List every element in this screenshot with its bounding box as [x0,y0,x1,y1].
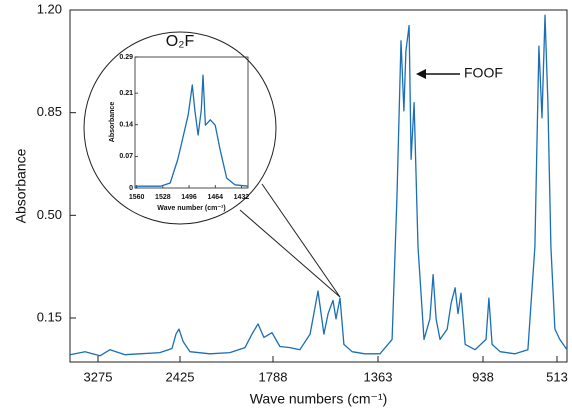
plot-frame [69,9,568,363]
inset-y-axis-label: Absorbance [109,102,116,143]
annotation-arrowhead [416,69,426,79]
x-tick-label: 3275 [84,369,113,384]
y-tick-label: 0.15 [37,309,62,324]
spectrum-line [69,14,568,357]
y-tick-label: 0.50 [37,207,62,222]
inset-y-tick-label: 0.07 [119,153,133,160]
x-axis-label: Wave numbers (cm⁻¹) [250,391,388,407]
x-tick-label: 938 [472,369,494,384]
inset-y-tick-label: 0.14 [119,122,133,129]
inset-x-tick-label: 1528 [155,194,171,201]
y-tick-label: 1.20 [37,1,62,16]
x-tick-label: 2425 [166,369,195,384]
inset-x-tick-label: 1464 [207,194,223,201]
callout-pointer [239,183,341,298]
inset-x-axis-label: Wave number (cm⁻¹) [157,205,225,212]
inset-y-tick-label: 0 [129,185,133,192]
x-tick-label: 513 [546,369,568,384]
inset-spectrum-line [135,74,249,187]
inset-x-tick-label: 1560 [129,194,145,201]
y-axis-label: Absorbance [13,148,29,223]
inset-x-tick-label: 1432 [234,194,250,201]
annotation: FOOF [464,65,503,81]
inset-frame [134,56,249,189]
inset-y-tick-label: 0.21 [119,90,133,97]
inset-title: O₂F [166,33,195,50]
x-tick-label: 1788 [259,369,288,384]
inset-y-tick-label: 0.29 [119,54,133,61]
inset-circle [83,31,277,225]
inset-x-tick-label: 1496 [181,194,197,201]
y-tick-label: 0.85 [37,104,62,119]
x-tick-label: 1363 [364,369,393,384]
